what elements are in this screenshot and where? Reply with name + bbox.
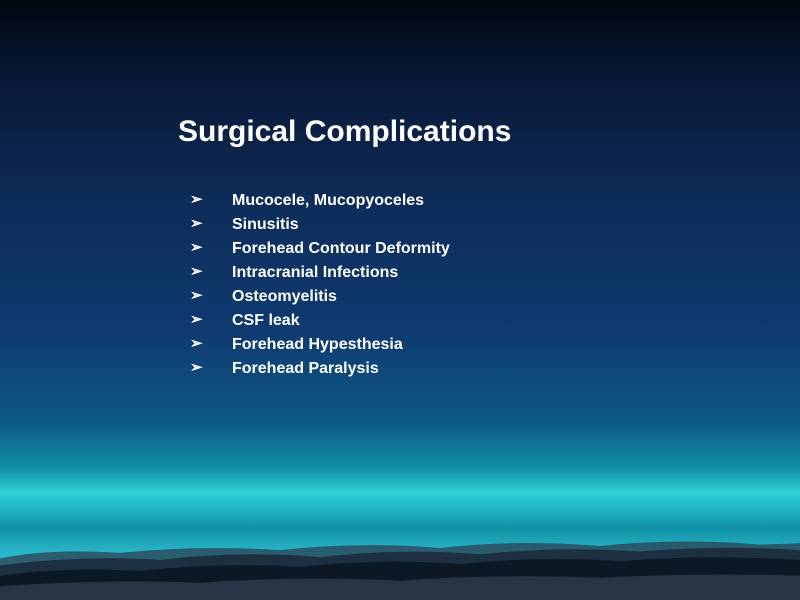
list-item: ➢ Forehead Hypesthesia xyxy=(190,333,800,357)
bullet-marker-icon: ➢ xyxy=(190,285,204,308)
list-item: ➢ CSF leak xyxy=(190,309,800,333)
slide-content: Surgical Complications ➢ Mucocele, Mucop… xyxy=(0,0,800,381)
bullet-marker-icon: ➢ xyxy=(190,309,204,332)
bullet-text: Intracranial Infections xyxy=(232,261,398,285)
list-item: ➢ Sinusitis xyxy=(190,213,800,237)
bullet-marker-icon: ➢ xyxy=(190,333,204,356)
bullet-list: ➢ Mucocele, Mucopyoceles ➢ Sinusitis ➢ F… xyxy=(178,189,800,381)
bullet-marker-icon: ➢ xyxy=(190,213,204,236)
landscape-decoration xyxy=(0,470,800,600)
list-item: ➢ Osteomyelitis xyxy=(190,285,800,309)
list-item: ➢ Forehead Paralysis xyxy=(190,357,800,381)
bullet-text: Sinusitis xyxy=(232,213,299,237)
list-item: ➢ Forehead Contour Deformity xyxy=(190,237,800,261)
bullet-text: Forehead Hypesthesia xyxy=(232,333,403,357)
bullet-marker-icon: ➢ xyxy=(190,189,204,212)
list-item: ➢ Intracranial Infections xyxy=(190,261,800,285)
bullet-marker-icon: ➢ xyxy=(190,237,204,260)
bullet-marker-icon: ➢ xyxy=(190,261,204,284)
presentation-slide: Surgical Complications ➢ Mucocele, Mucop… xyxy=(0,0,800,600)
bullet-marker-icon: ➢ xyxy=(190,357,204,380)
hills-silhouette xyxy=(0,510,800,600)
bullet-text: Mucocele, Mucopyoceles xyxy=(232,189,424,213)
list-item: ➢ Mucocele, Mucopyoceles xyxy=(190,189,800,213)
slide-title: Surgical Complications xyxy=(178,115,800,149)
bullet-text: Forehead Paralysis xyxy=(232,357,379,381)
bullet-text: CSF leak xyxy=(232,309,300,333)
bullet-text: Osteomyelitis xyxy=(232,285,337,309)
bullet-text: Forehead Contour Deformity xyxy=(232,237,450,261)
